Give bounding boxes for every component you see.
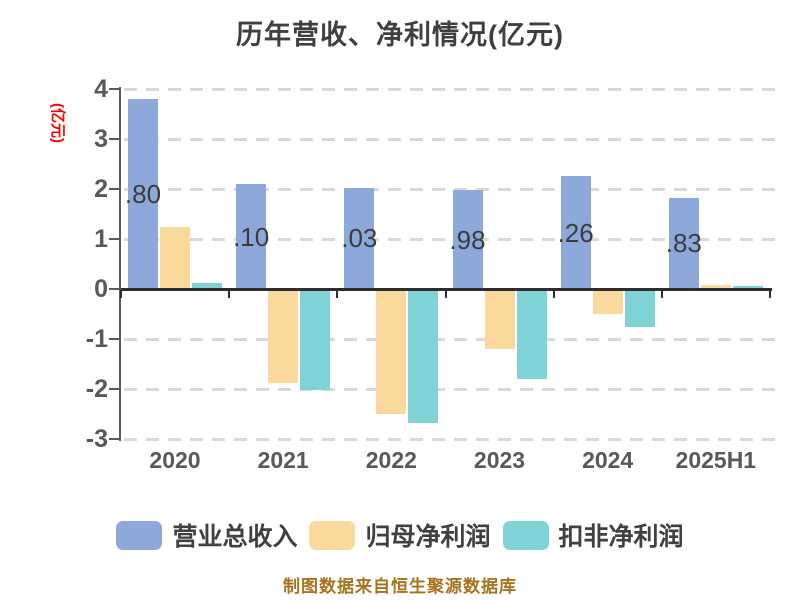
revenue-bar-2021 [236,184,267,289]
y-tick-label--3: -3 [85,425,108,453]
deducted-net-profit-bar-2023 [516,290,547,379]
y-axis-tick-0 [109,288,120,290]
deducted-net-profit-bar-2021 [300,290,331,390]
zero-axis-line [121,287,772,291]
revenue-bar-2020 [128,99,158,289]
net-profit-bar-2022 [376,290,407,414]
y-axis-line [119,87,121,441]
deducted-net-profit-bar-2020 [192,283,222,289]
revenue-bar-2024 [560,176,591,289]
bar-value-label-2024: .26 [557,217,594,248]
legend-swatch-deducted-net-profit [502,520,549,550]
footer-note: 制图数据来自恒生聚源数据库 [283,577,517,596]
bar-value-label-2022: .03 [341,223,378,254]
legend-swatch-net-profit [309,520,356,550]
legend-label-revenue: 营业总收入 [172,523,298,551]
gridline-y2 [124,187,781,191]
revenue-bar-2025H1 [668,197,699,289]
gridline-y-2 [124,387,781,391]
deducted-net-profit-bar-2022 [408,290,439,423]
bar-value-label-2025H1: .83 [665,228,702,259]
revenue-bar-2023 [452,190,483,289]
gridline-y3 [124,137,781,141]
y-axis-tick-1 [109,238,120,240]
bar-value-label-2021: .10 [233,221,270,252]
x-axis-tick-5 [660,290,663,298]
y-tick-label-1: 1 [94,225,108,253]
y-axis-tick--1 [109,338,120,340]
legend-swatch-revenue [116,520,163,550]
x-axis-tick-1 [228,290,231,298]
y-axis-tick-2 [109,188,120,190]
net-profit-bar-2020 [160,226,190,289]
legend-label-deducted-net-profit: 扣非净利润 [558,523,684,551]
legend-item-deducted-net-profit: 扣非净利润 [502,517,684,553]
x-axis-tick-6 [769,290,771,298]
net-profit-bar-2024 [592,290,623,314]
deducted-net-profit-bar-2025H1 [732,285,763,289]
y-tick-label-3: 3 [94,125,108,153]
x-axis-tick-4 [552,290,555,298]
x-tick-label-2023: 2023 [473,447,526,473]
y-tick-label-0: 0 [94,275,108,303]
x-axis-tick-0 [120,290,122,298]
x-axis-tick-3 [444,290,447,298]
y-axis-tick-4 [109,88,120,90]
x-tick-label-2021: 2021 [257,447,309,473]
revenue-bar-2022 [344,187,375,289]
x-axis-tick-2 [336,290,339,298]
legend-item-revenue: 营业总收入 [116,517,297,553]
y-tick-label-2: 2 [94,175,108,203]
legend-label-net-profit: 归母净利润 [365,523,491,551]
legend-item-net-profit: 归母净利润 [309,517,491,553]
chart-title: 历年营收、净利情况(亿元) [236,20,564,50]
y-tick-label--2: -2 [85,375,108,403]
y-axis-tick-3 [109,138,120,140]
y-axis-tick--3 [109,438,120,440]
x-tick-label-2022: 2022 [365,447,417,473]
gridline-y-1 [124,337,781,341]
y-axis-tick--2 [109,388,120,390]
x-tick-label-2020: 2020 [149,447,201,473]
y-tick-label--1: -1 [85,325,108,353]
net-profit-bar-2025H1 [700,284,731,289]
net-profit-bar-2021 [268,290,299,383]
legend: 营业总收入 归母净利润 扣非净利润 [0,518,800,552]
deducted-net-profit-bar-2024 [624,290,655,327]
x-tick-label-2024: 2024 [582,447,634,473]
gridline-y-3 [124,437,781,441]
bar-value-label-2020: .80 [124,179,162,209]
bar-value-label-2023: .98 [449,224,486,255]
y-tick-label-4: 4 [94,75,108,103]
net-profit-bar-2023 [484,290,515,349]
gridline-y4 [124,87,781,91]
x-tick-label-2025H1: 2025H1 [675,447,757,473]
